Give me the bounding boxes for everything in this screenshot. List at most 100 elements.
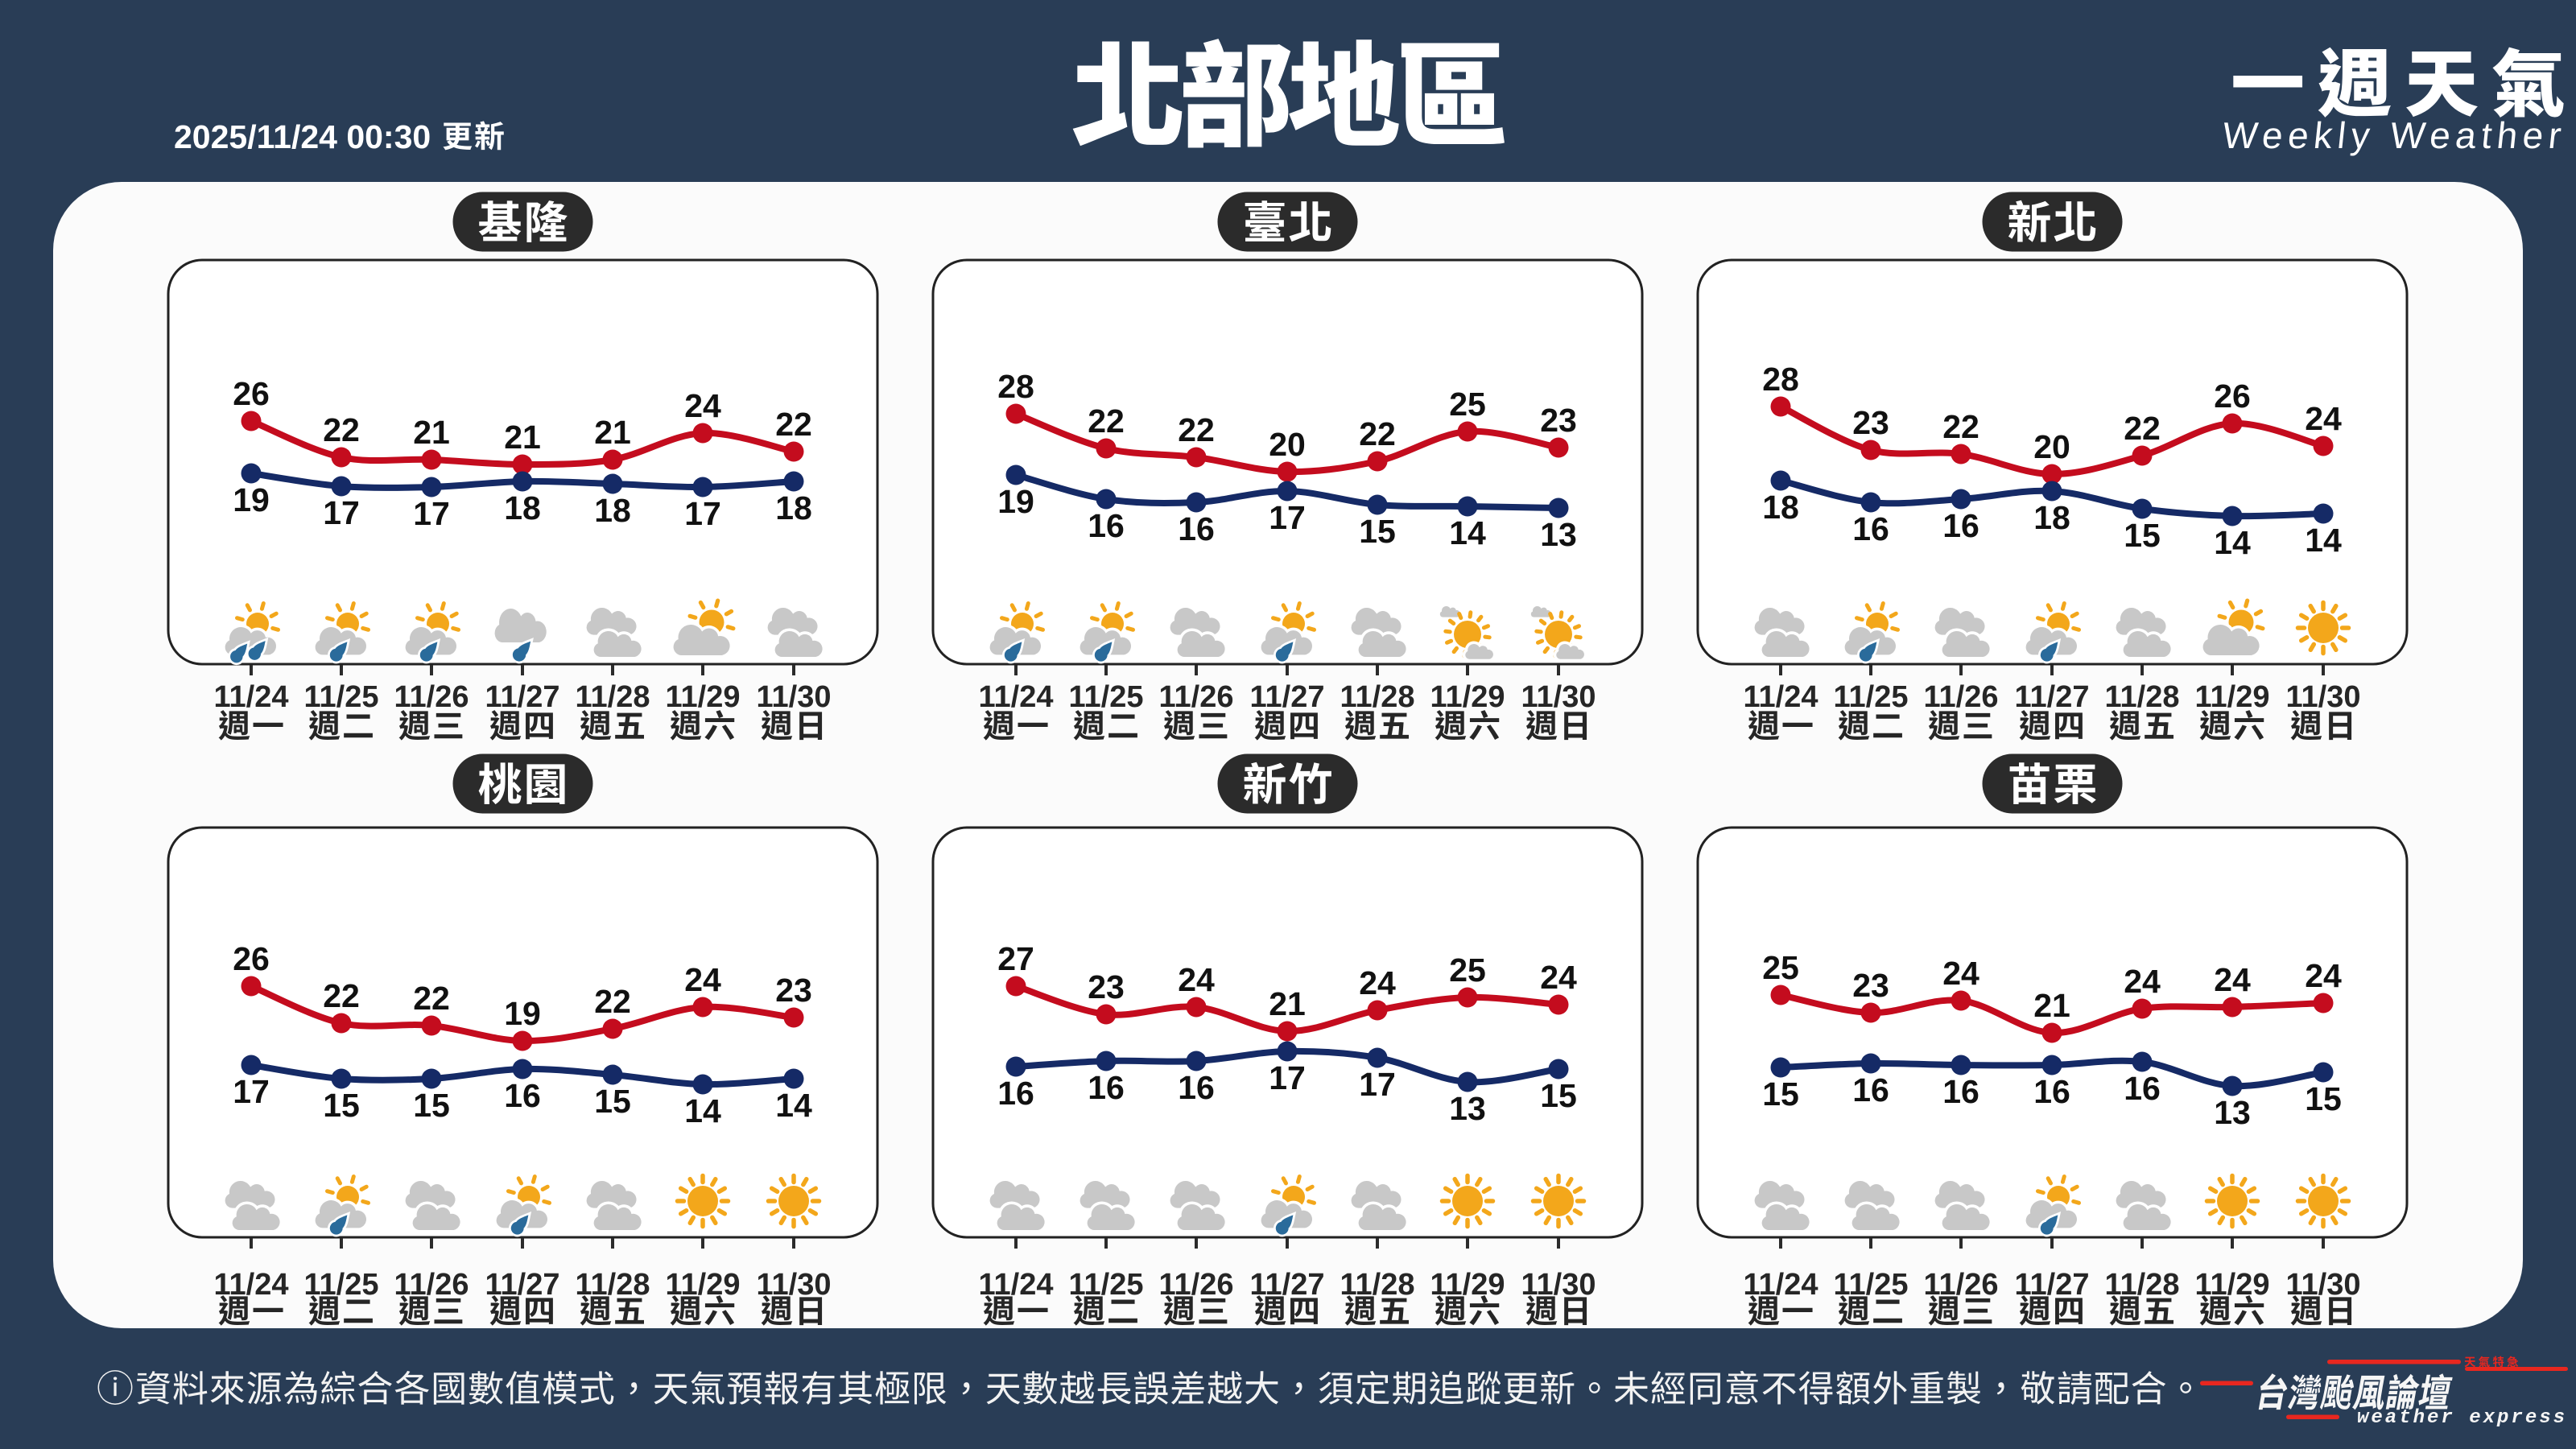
svg-text:11/27: 11/27: [1250, 680, 1325, 714]
svg-text:18: 18: [775, 489, 812, 526]
svg-text:17: 17: [413, 495, 450, 532]
svg-text:23: 23: [775, 972, 812, 1009]
svg-text:14: 14: [775, 1087, 812, 1124]
svg-text:20: 20: [2033, 428, 2070, 465]
svg-text:25: 25: [1449, 952, 1486, 989]
svg-text:11/25: 11/25: [1834, 1268, 1909, 1302]
svg-text:14: 14: [684, 1092, 721, 1129]
svg-text:22: 22: [1088, 402, 1125, 440]
svg-text:24: 24: [2305, 957, 2342, 994]
svg-text:16: 16: [2033, 1073, 2070, 1110]
svg-text:17: 17: [1269, 1059, 1306, 1096]
svg-text:28: 28: [1762, 361, 1799, 398]
svg-text:15: 15: [594, 1083, 631, 1120]
svg-text:24: 24: [1359, 964, 1396, 1001]
svg-text:15: 15: [1540, 1077, 1577, 1114]
svg-text:11/26: 11/26: [1159, 1268, 1234, 1302]
svg-text:23: 23: [1852, 404, 1889, 441]
svg-text:21: 21: [504, 419, 541, 456]
svg-text:13: 13: [1449, 1090, 1486, 1127]
svg-text:11/27: 11/27: [485, 680, 560, 714]
svg-text:16: 16: [997, 1075, 1034, 1112]
svg-text:23: 23: [1852, 967, 1889, 1004]
svg-text:16: 16: [1178, 1069, 1215, 1106]
svg-text:14: 14: [2305, 522, 2342, 559]
svg-text:21: 21: [413, 414, 450, 451]
svg-text:24: 24: [1178, 961, 1215, 998]
svg-text:15: 15: [1762, 1075, 1799, 1113]
svg-text:26: 26: [2214, 378, 2251, 415]
svg-text:11/29: 11/29: [2195, 680, 2270, 714]
svg-text:23: 23: [1540, 402, 1577, 439]
svg-text:21: 21: [594, 414, 631, 451]
svg-text:11/25: 11/25: [304, 1268, 379, 1302]
svg-text:22: 22: [413, 980, 450, 1017]
svg-text:25: 25: [1762, 949, 1799, 986]
svg-text:11/29: 11/29: [666, 680, 741, 714]
svg-text:11/30: 11/30: [757, 680, 832, 714]
svg-text:19: 19: [233, 481, 270, 518]
svg-text:11/25: 11/25: [1069, 680, 1144, 714]
svg-text:11/30: 11/30: [1521, 680, 1596, 714]
svg-text:15: 15: [413, 1087, 450, 1124]
svg-text:17: 17: [684, 495, 721, 532]
svg-text:11/24: 11/24: [1744, 1268, 1818, 1302]
svg-text:16: 16: [504, 1077, 541, 1114]
svg-text:24: 24: [2214, 961, 2251, 998]
svg-text:18: 18: [2033, 499, 2070, 536]
svg-text:11/26: 11/26: [1159, 680, 1234, 714]
svg-text:11/29: 11/29: [1430, 1268, 1505, 1302]
svg-text:13: 13: [1540, 516, 1577, 553]
svg-text:27: 27: [997, 940, 1034, 977]
svg-text:26: 26: [233, 375, 270, 412]
svg-text:16: 16: [1088, 1069, 1125, 1106]
svg-text:11/25: 11/25: [1069, 1268, 1144, 1302]
svg-text:16: 16: [1852, 1071, 1889, 1108]
svg-text:11/28: 11/28: [1340, 680, 1415, 714]
svg-text:22: 22: [1178, 411, 1215, 448]
svg-text:28: 28: [997, 368, 1034, 405]
svg-text:11/24: 11/24: [214, 680, 289, 714]
svg-text:23: 23: [1088, 968, 1125, 1005]
svg-text:24: 24: [2305, 400, 2342, 437]
svg-text:22: 22: [1359, 415, 1396, 452]
svg-text:11/29: 11/29: [1430, 680, 1505, 714]
svg-text:16: 16: [1942, 1073, 1979, 1110]
svg-text:11/26: 11/26: [394, 680, 469, 714]
svg-text:17: 17: [1359, 1066, 1396, 1103]
svg-text:18: 18: [594, 492, 631, 529]
svg-text:22: 22: [775, 406, 812, 443]
svg-text:24: 24: [684, 961, 721, 998]
svg-text:16: 16: [1178, 510, 1215, 547]
svg-text:22: 22: [2124, 410, 2161, 447]
svg-text:11/29: 11/29: [666, 1268, 741, 1302]
svg-text:18: 18: [504, 489, 541, 526]
svg-text:11/27: 11/27: [2015, 680, 2090, 714]
svg-text:17: 17: [323, 494, 360, 531]
svg-text:13: 13: [2214, 1094, 2251, 1131]
svg-text:24: 24: [1540, 959, 1577, 996]
svg-text:11/29: 11/29: [2195, 1268, 2270, 1302]
svg-text:22: 22: [1942, 408, 1979, 445]
svg-text:11/24: 11/24: [1744, 680, 1818, 714]
svg-text:17: 17: [233, 1073, 270, 1110]
svg-text:11/30: 11/30: [2286, 1268, 2361, 1302]
svg-text:16: 16: [2124, 1070, 2161, 1107]
svg-text:11/30: 11/30: [1521, 1268, 1596, 1302]
svg-text:11/26: 11/26: [1924, 680, 1999, 714]
svg-text:16: 16: [1852, 510, 1889, 547]
svg-text:11/30: 11/30: [2286, 680, 2361, 714]
svg-text:21: 21: [1269, 985, 1306, 1022]
svg-text:11/27: 11/27: [1250, 1268, 1325, 1302]
svg-text:15: 15: [323, 1087, 360, 1124]
svg-text:18: 18: [1762, 489, 1799, 526]
svg-text:26: 26: [233, 940, 270, 977]
svg-text:20: 20: [1269, 426, 1306, 463]
svg-text:19: 19: [504, 995, 541, 1032]
svg-text:24: 24: [684, 387, 721, 424]
svg-text:19: 19: [997, 483, 1034, 520]
svg-text:11/28: 11/28: [2105, 680, 2180, 714]
svg-text:24: 24: [1942, 955, 1979, 992]
svg-text:11/28: 11/28: [2105, 1268, 2180, 1302]
svg-text:11/28: 11/28: [576, 680, 650, 714]
